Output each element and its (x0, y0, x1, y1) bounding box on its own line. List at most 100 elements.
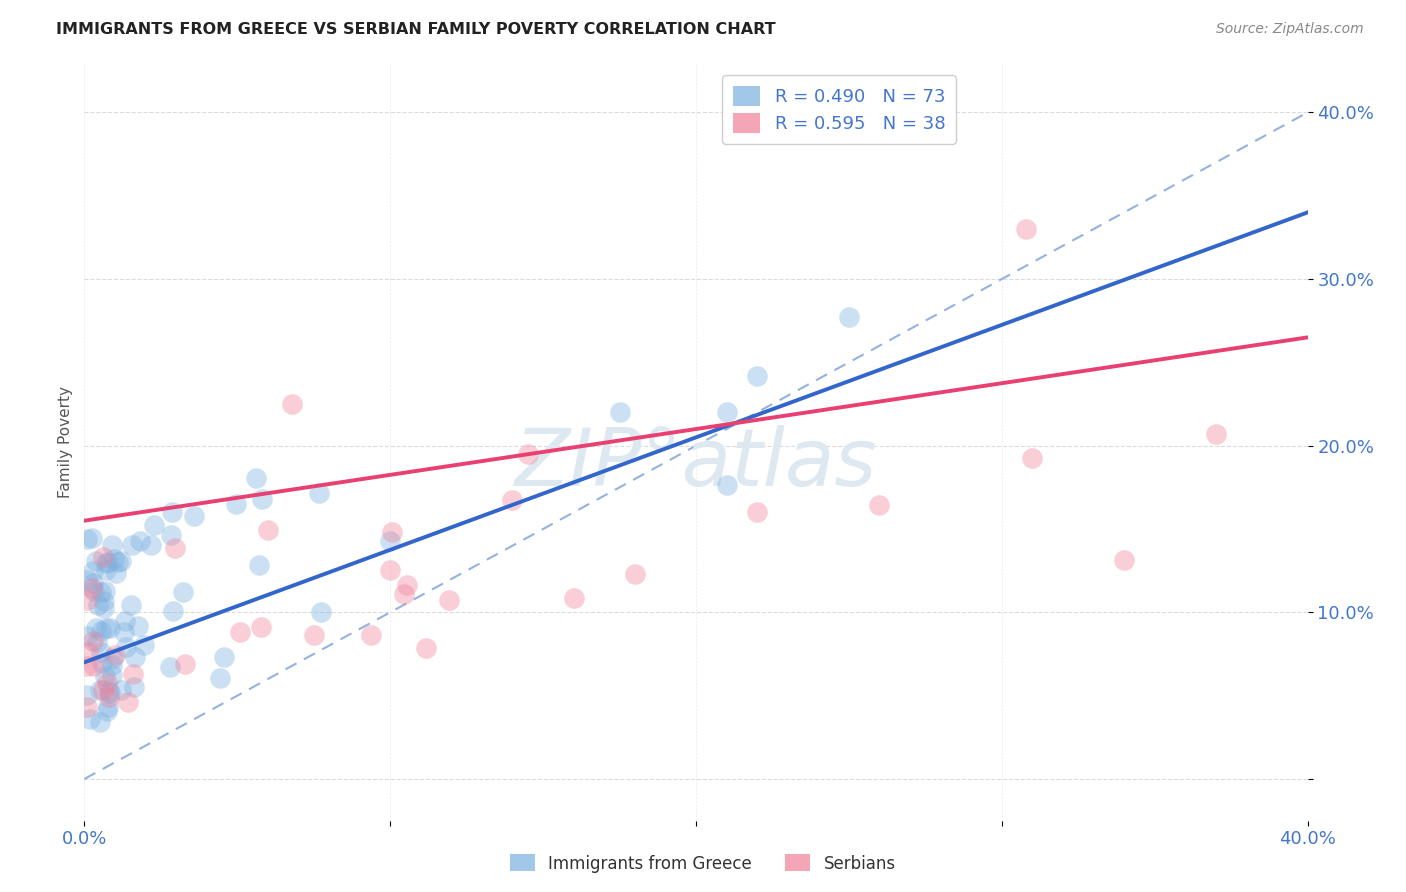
Point (100, 538, 122, 552)
Point (96, 555, 118, 569)
Point (104, 648, 127, 663)
Point (381, 525, 404, 540)
Point (250, 620, 273, 634)
Point (96, 704, 118, 718)
Point (124, 650, 146, 665)
Point (82, 582, 104, 596)
Y-axis label: Family Poverty: Family Poverty (58, 385, 73, 498)
Point (129, 534, 152, 549)
Point (173, 657, 195, 672)
Point (93, 600, 115, 615)
Point (91, 682, 114, 697)
Point (94, 583, 117, 598)
Point (380, 533, 402, 548)
Point (624, 566, 647, 581)
Point (162, 603, 184, 617)
Point (716, 478, 738, 492)
Point (98, 686, 121, 700)
Point (516, 447, 538, 461)
Point (87, 598, 110, 612)
Point (132, 638, 155, 652)
Point (159, 660, 181, 674)
Point (1205, 427, 1227, 442)
Point (139, 538, 162, 552)
Point (112, 625, 135, 640)
Point (252, 492, 274, 507)
Point (437, 592, 460, 607)
Point (101, 658, 124, 673)
Point (104, 566, 127, 581)
Point (76, 629, 98, 643)
Legend: Immigrants from Greece, Serbians: Immigrants from Greece, Serbians (503, 847, 903, 880)
Point (117, 695, 139, 709)
Point (93, 549, 115, 564)
Point (76, 688, 98, 702)
Point (214, 650, 236, 665)
Point (107, 555, 129, 569)
Point (838, 310, 860, 325)
Point (93, 594, 115, 608)
Point (1114, 553, 1136, 567)
Point (77, 645, 100, 659)
Point (302, 628, 325, 642)
Point (90, 624, 112, 638)
Point (208, 671, 231, 685)
Point (83, 583, 105, 598)
Point (96, 556, 118, 570)
Point (380, 563, 402, 577)
Point (1021, 450, 1043, 465)
Point (93, 669, 115, 683)
Point (91, 656, 114, 670)
Point (90, 645, 112, 659)
Point (225, 497, 247, 511)
Point (98, 684, 121, 698)
Point (229, 625, 252, 640)
Point (395, 578, 418, 592)
Point (84, 554, 107, 568)
Point (247, 558, 270, 573)
Point (101, 651, 124, 665)
Point (1015, 222, 1038, 236)
Point (121, 538, 143, 552)
Point (100, 668, 122, 682)
Point (80, 531, 103, 545)
Point (82, 564, 104, 578)
Point (122, 666, 145, 681)
Point (172, 585, 194, 599)
Point (110, 683, 132, 698)
Legend: R = 0.490   N = 73, R = 0.595   N = 38: R = 0.490 N = 73, R = 0.595 N = 38 (723, 75, 956, 144)
Point (96, 675, 118, 690)
Text: Source: ZipAtlas.com: Source: ZipAtlas.com (1216, 22, 1364, 37)
Point (122, 680, 145, 694)
Point (94, 621, 117, 635)
Point (82, 634, 104, 648)
Point (142, 517, 165, 532)
Point (76, 532, 98, 546)
Point (90, 584, 112, 599)
Point (183, 508, 205, 523)
Point (83, 658, 105, 673)
Point (245, 471, 267, 485)
Point (309, 605, 332, 619)
Point (747, 505, 769, 519)
Point (82, 575, 104, 590)
Point (716, 405, 738, 419)
Point (89, 715, 111, 730)
Point (562, 591, 585, 605)
Point (502, 493, 524, 508)
Point (110, 554, 132, 568)
Point (103, 552, 125, 566)
Point (114, 614, 136, 628)
Point (84, 621, 107, 635)
Point (160, 528, 183, 542)
Point (97, 700, 120, 714)
Point (89, 683, 111, 698)
Point (76, 658, 98, 673)
Point (394, 586, 416, 600)
Text: IMMIGRANTS FROM GREECE VS SERBIAN FAMILY POVERTY CORRELATION CHART: IMMIGRANTS FROM GREECE VS SERBIAN FAMILY… (56, 22, 776, 37)
Point (609, 405, 631, 419)
Point (86, 635, 108, 649)
Point (127, 619, 149, 633)
Point (98, 690, 121, 704)
Point (76, 699, 98, 714)
